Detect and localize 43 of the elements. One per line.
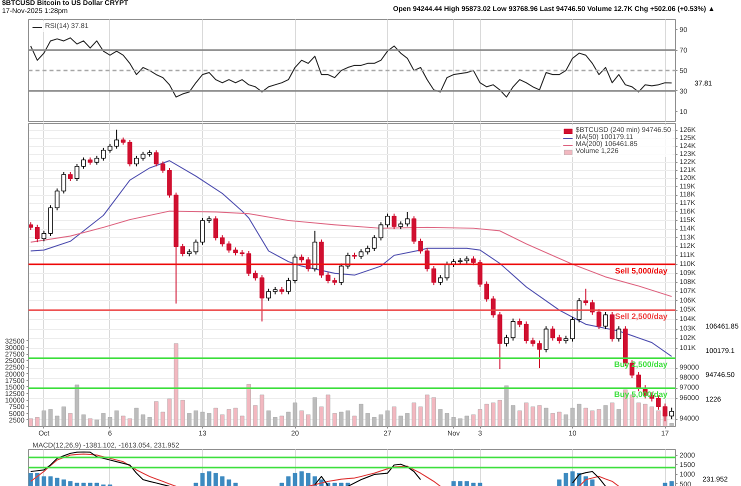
- candlestick: [603, 311, 608, 330]
- line-series: [30, 37, 672, 98]
- candlestick: [372, 234, 377, 252]
- ref-line-label: Sell 2,500/day: [615, 312, 668, 322]
- candlestick: [292, 254, 298, 284]
- candlestick: [286, 277, 291, 295]
- candlestick: [345, 252, 350, 270]
- candlestick: [68, 172, 73, 182]
- ref-line-label: Sell 5,000/day: [615, 266, 668, 276]
- candlestick: [54, 188, 60, 211]
- candlestick: [61, 172, 66, 194]
- candlestick: [154, 150, 159, 167]
- candlestick: [431, 266, 436, 286]
- candlestick: [34, 224, 40, 243]
- line-series: [30, 160, 672, 357]
- candlestick: [358, 248, 364, 260]
- candlestick: [392, 213, 397, 230]
- candlestick: [544, 326, 548, 353]
- candlestick: [338, 262, 344, 286]
- candlestick: [220, 234, 225, 248]
- candlestick: [444, 261, 450, 282]
- candlestick: [583, 288, 588, 306]
- candlestick: [252, 270, 258, 282]
- candlestick: [326, 272, 330, 284]
- candlestick: [636, 372, 641, 392]
- candlestick: [180, 243, 186, 257]
- candlestick: [550, 326, 556, 342]
- candlestick: [42, 230, 46, 242]
- candlestick: [260, 274, 264, 322]
- candlestick: [213, 216, 218, 241]
- candlestick: [610, 311, 615, 342]
- candlestick: [127, 139, 132, 167]
- candlestick: [438, 274, 443, 286]
- candlestick: [524, 320, 529, 344]
- candlestick: [616, 326, 622, 342]
- candlestick: [404, 211, 410, 228]
- candlestick: [669, 407, 674, 420]
- candlestick: [537, 340, 542, 369]
- candlestick: [266, 288, 271, 302]
- candlestick: [596, 308, 602, 330]
- line-series: [30, 210, 672, 298]
- candlestick: [226, 240, 232, 254]
- candlestick: [160, 160, 166, 174]
